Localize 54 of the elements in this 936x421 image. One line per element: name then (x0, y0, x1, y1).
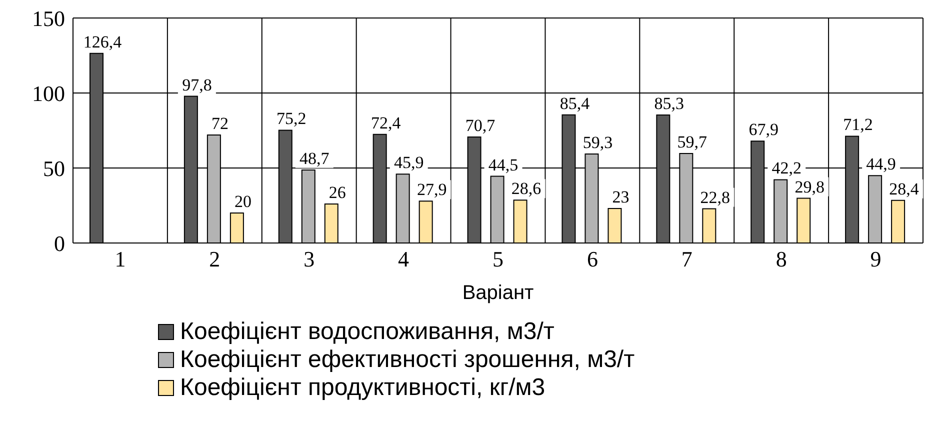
data-label: 85,3 (654, 94, 684, 114)
x-tick-label: 3 (304, 246, 315, 272)
legend-label: Коефіцієнт продуктивності, кг/м3 (180, 374, 546, 402)
bar (324, 204, 338, 243)
data-label: 59,3 (582, 133, 613, 152)
bar (891, 200, 906, 243)
x-tick-label: 7 (681, 246, 692, 272)
bar (490, 176, 504, 243)
x-tick-label: 1 (114, 246, 126, 272)
data-label: 72 (211, 114, 228, 133)
x-tick-label: 6 (586, 246, 598, 272)
data-label: 70,7 (465, 116, 496, 135)
data-label: 45,9 (394, 153, 424, 172)
data-label: 27,9 (416, 180, 447, 200)
x-axis-title: Варіант (462, 282, 534, 304)
bar (608, 208, 622, 243)
x-tick-label: 8 (776, 246, 787, 272)
x-tick-label: 4 (398, 246, 410, 272)
y-tick-label: 50 (43, 156, 65, 181)
data-label: 126,4 (83, 32, 122, 52)
bar (230, 212, 244, 243)
data-label: 28,4 (889, 179, 920, 198)
x-tick-label: 5 (492, 246, 504, 272)
data-label: 28,6 (511, 179, 542, 198)
data-label: 26 (328, 183, 346, 202)
bar (418, 200, 433, 243)
bar (513, 200, 528, 243)
data-label: 59,7 (677, 132, 708, 152)
data-label: 97,8 (182, 75, 212, 94)
y-tick-label: 100 (32, 80, 65, 106)
data-label: 48,7 (300, 148, 330, 168)
data-label: 20 (234, 192, 252, 211)
data-label: 75,2 (276, 109, 306, 128)
data-label: 29,8 (794, 177, 824, 196)
data-label: 42,2 (772, 158, 802, 178)
y-tick-label: 150 (32, 6, 65, 31)
y-tick-label: 0 (54, 230, 65, 256)
data-label: 72,4 (370, 113, 402, 132)
legend-label: Коефіцієнт ефективності зрошення, м3/т (180, 346, 635, 374)
data-label: 44,9 (866, 154, 896, 174)
bar (796, 198, 811, 243)
bar (868, 175, 882, 243)
data-label: 67,9 (748, 120, 778, 140)
x-tick-label: 2 (209, 246, 220, 272)
bar (702, 208, 716, 243)
bar (396, 174, 410, 243)
data-label: 23 (612, 188, 630, 206)
x-tick-label: 9 (870, 246, 882, 272)
data-label: 44,5 (488, 155, 518, 174)
data-label: 71,2 (843, 115, 873, 134)
data-label: 22,8 (700, 188, 730, 207)
data-label: 85,4 (560, 94, 590, 113)
bar (774, 179, 788, 243)
legend-label: Коефіцієнт водоспоживання, м3/т (180, 318, 554, 346)
